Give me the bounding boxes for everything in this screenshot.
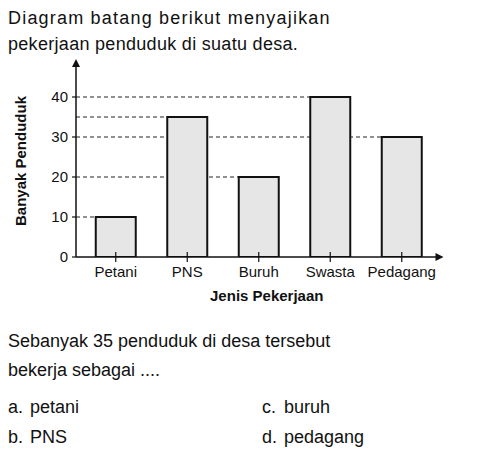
option-letter: c. xyxy=(262,397,276,417)
question-text: Sebanyak 35 penduduk di desa tersebut xyxy=(8,331,330,351)
leader-line xyxy=(76,97,310,98)
y-tick-label: 10 xyxy=(51,208,68,225)
intro-text: Diagram batang berikut menyajikan xyxy=(8,8,331,28)
bar xyxy=(310,97,350,257)
y-axis-arrow xyxy=(72,59,80,67)
leader-line xyxy=(76,117,167,118)
bar xyxy=(96,217,136,257)
bar xyxy=(167,117,207,257)
x-tick-label: Swasta xyxy=(306,263,356,280)
bar xyxy=(239,177,279,257)
y-tick-label: 40 xyxy=(51,88,68,105)
y-tick xyxy=(72,176,76,177)
option-letter: b. xyxy=(8,427,23,447)
x-axis-arrow xyxy=(436,253,444,261)
x-tick xyxy=(401,252,402,262)
x-tick xyxy=(330,252,331,262)
y-tick-label: 0 xyxy=(60,248,68,265)
bar xyxy=(382,137,422,257)
y-tick-label: 20 xyxy=(51,168,68,185)
plot-area xyxy=(76,97,422,257)
leader-line xyxy=(76,177,239,178)
option-text: pedagang xyxy=(284,427,364,447)
x-tick xyxy=(258,252,259,262)
page: Diagram batang berikut menyajikan pekerja… xyxy=(0,0,502,452)
question-text: bekerja sebagai .... xyxy=(8,360,160,380)
x-tick-label: PNS xyxy=(172,263,203,280)
y-tick xyxy=(72,256,76,257)
x-tick-label: Pedagang xyxy=(368,263,436,280)
x-axis-title: Jenis Pekerjaan xyxy=(210,287,323,304)
option-letter: d. xyxy=(262,427,277,447)
option-text: petani xyxy=(30,397,79,417)
y-tick xyxy=(72,136,76,137)
y-axis-title: Banyak Penduduk xyxy=(12,95,29,226)
option-text: buruh xyxy=(284,397,330,417)
leader-line xyxy=(76,217,96,218)
y-axis xyxy=(75,65,77,257)
x-tick xyxy=(115,252,116,262)
x-tick-label: Buruh xyxy=(239,263,279,280)
y-tick-label: 30 xyxy=(51,128,68,145)
y-tick xyxy=(72,96,76,97)
option-text: PNS xyxy=(30,427,67,447)
option-letter: a. xyxy=(8,397,23,417)
x-axis xyxy=(76,256,438,258)
x-tick-label: Petani xyxy=(94,263,137,280)
intro-text: pekerjaan penduduk di suatu desa. xyxy=(8,34,298,54)
y-tick xyxy=(72,216,76,217)
x-tick xyxy=(187,252,188,262)
